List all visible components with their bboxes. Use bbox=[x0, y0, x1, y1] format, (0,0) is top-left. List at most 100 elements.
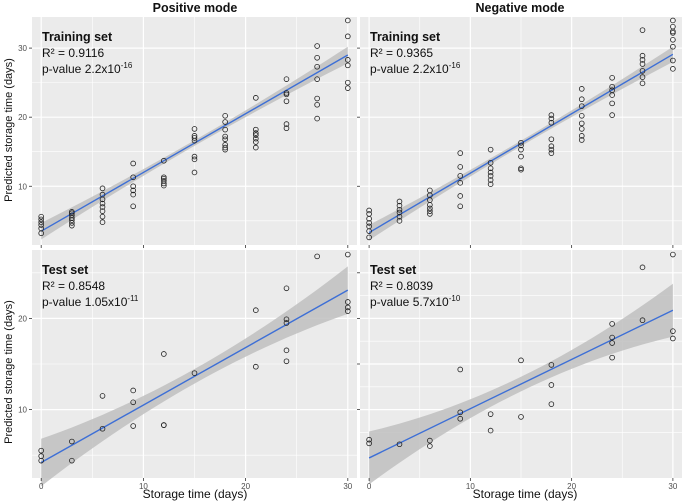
data-point bbox=[427, 437, 433, 444]
data-point bbox=[38, 447, 44, 454]
data-point bbox=[345, 299, 351, 305]
data-point bbox=[548, 136, 555, 143]
data-point bbox=[457, 150, 464, 156]
data-point bbox=[283, 76, 290, 82]
data-point bbox=[253, 95, 259, 101]
data-point bbox=[345, 79, 351, 86]
data-point bbox=[670, 17, 676, 24]
data-point bbox=[518, 142, 524, 149]
data-point bbox=[487, 427, 494, 434]
data-point bbox=[222, 113, 228, 119]
y-tick-label: 10 bbox=[18, 182, 27, 191]
data-point bbox=[609, 112, 615, 118]
data-point bbox=[487, 165, 494, 172]
data-point bbox=[345, 85, 351, 91]
data-point bbox=[314, 43, 320, 49]
data-point bbox=[253, 135, 259, 142]
annotation-pvalue: p-value 5.7x10-10 bbox=[370, 294, 461, 309]
data-point bbox=[283, 121, 290, 127]
data-point bbox=[222, 142, 228, 148]
data-point bbox=[130, 387, 136, 394]
data-point bbox=[609, 354, 615, 361]
data-point bbox=[283, 320, 290, 326]
annotation-title: Training set bbox=[42, 30, 113, 44]
data-point bbox=[670, 23, 676, 30]
data-point bbox=[99, 185, 106, 192]
data-point bbox=[130, 187, 136, 194]
data-point bbox=[38, 213, 44, 220]
x-tick-label: 20 bbox=[567, 482, 576, 491]
annotation-pvalue-exponent: -16 bbox=[121, 61, 133, 70]
data-point bbox=[670, 328, 676, 334]
ylabel-bottom: Predicted storage time (days) bbox=[3, 300, 15, 444]
data-point bbox=[283, 285, 290, 292]
regression-line bbox=[40, 289, 349, 464]
data-point bbox=[222, 126, 228, 133]
regression-line bbox=[368, 309, 674, 459]
data-point bbox=[314, 101, 320, 108]
data-point bbox=[578, 126, 585, 132]
data-point bbox=[548, 362, 555, 368]
data-point bbox=[548, 382, 555, 388]
data-point bbox=[314, 253, 320, 260]
data-point bbox=[283, 90, 290, 96]
data-point bbox=[366, 220, 372, 226]
data-point bbox=[253, 130, 259, 136]
data-point bbox=[670, 36, 676, 43]
data-point bbox=[314, 95, 320, 102]
data-point bbox=[487, 173, 494, 179]
data-point bbox=[670, 43, 676, 50]
xlabel-right: Storage time (days) bbox=[473, 487, 578, 501]
data-point bbox=[457, 203, 464, 210]
data-point bbox=[38, 453, 44, 459]
data-point bbox=[130, 423, 136, 429]
data-point bbox=[487, 181, 494, 188]
data-point bbox=[457, 173, 464, 179]
data-point bbox=[578, 86, 585, 92]
annotation-pvalue-exponent: -16 bbox=[449, 61, 461, 70]
data-point bbox=[457, 180, 464, 186]
data-point bbox=[130, 174, 136, 181]
data-point bbox=[253, 139, 259, 145]
data-point bbox=[548, 112, 555, 118]
annotation-pvalue: p-value 2.2x10-16 bbox=[370, 61, 461, 76]
data-point bbox=[548, 150, 555, 156]
x-tick-label: 10 bbox=[466, 482, 475, 491]
col-title-negative: Negative mode bbox=[476, 1, 565, 15]
data-point bbox=[396, 218, 403, 224]
data-point bbox=[578, 120, 585, 127]
data-point bbox=[366, 207, 372, 214]
y-tick-label: 20 bbox=[18, 314, 27, 323]
data-point bbox=[457, 366, 464, 373]
data-point bbox=[99, 213, 106, 220]
data-point bbox=[548, 115, 555, 122]
data-point bbox=[161, 174, 167, 181]
data-point bbox=[366, 234, 372, 241]
data-point bbox=[283, 358, 290, 365]
data-point bbox=[38, 216, 44, 223]
data-point bbox=[314, 115, 320, 122]
data-point bbox=[578, 96, 585, 103]
data-point bbox=[161, 177, 167, 184]
data-point bbox=[487, 177, 494, 183]
data-point bbox=[609, 87, 615, 94]
data-point bbox=[99, 200, 106, 207]
annotation-title: Test set bbox=[42, 263, 89, 277]
data-point bbox=[366, 223, 372, 230]
data-point bbox=[670, 335, 676, 342]
data-point bbox=[283, 347, 290, 354]
data-point bbox=[396, 202, 403, 209]
annotation-r2: R² = 0.9365 bbox=[370, 46, 433, 60]
data-point bbox=[518, 414, 524, 420]
data-point bbox=[366, 211, 372, 217]
x-tick-label: 0 bbox=[39, 482, 44, 491]
data-point bbox=[253, 144, 259, 151]
data-point bbox=[345, 62, 351, 69]
data-point bbox=[396, 441, 403, 448]
data-point bbox=[427, 211, 433, 217]
data-point bbox=[548, 146, 555, 153]
data-point bbox=[130, 203, 136, 210]
